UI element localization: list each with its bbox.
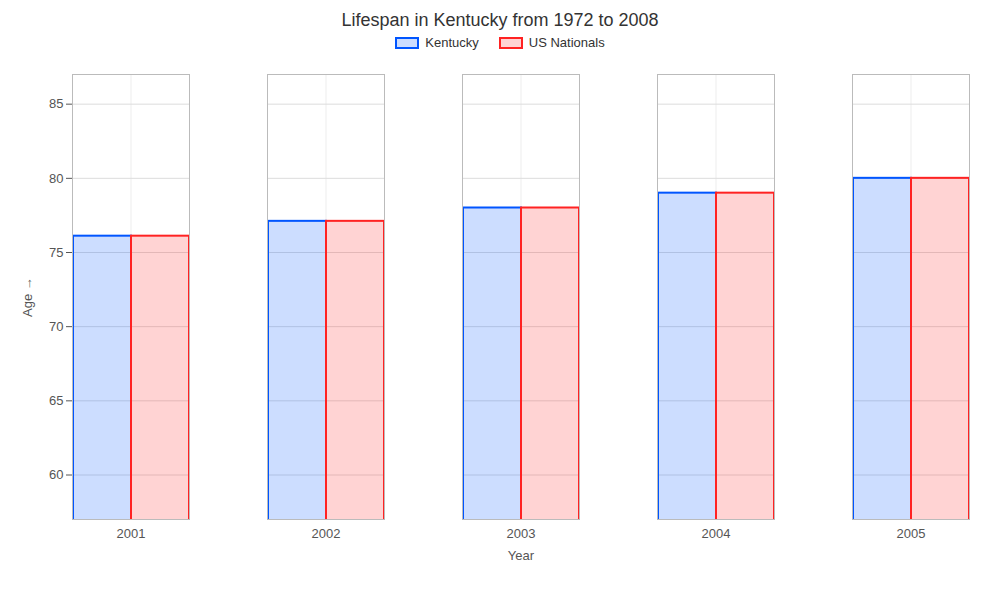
svg-text:75: 75 xyxy=(49,245,63,260)
svg-text:2002: 2002 xyxy=(312,526,341,541)
svg-text:2004: 2004 xyxy=(702,526,731,541)
html-text:Lifespan in Kentucky from 1972: Lifespan in Kentucky from 1972 to 2008 xyxy=(341,10,659,30)
svg-text:60: 60 xyxy=(49,467,63,482)
svg-text:Age →: Age → xyxy=(20,277,35,317)
svg-text:80: 80 xyxy=(49,170,63,185)
html-text:Kentucky: Kentucky xyxy=(425,35,479,50)
svg-text:2003: 2003 xyxy=(507,526,536,541)
html-text:US Nationals: US Nationals xyxy=(528,35,605,50)
svg-text:2001: 2001 xyxy=(117,526,146,541)
svg-text:2005: 2005 xyxy=(897,526,926,541)
svg-text:70: 70 xyxy=(49,319,63,334)
svg-text:65: 65 xyxy=(49,393,63,408)
svg-text:85: 85 xyxy=(49,96,63,111)
svg-text:Year: Year xyxy=(508,548,535,563)
